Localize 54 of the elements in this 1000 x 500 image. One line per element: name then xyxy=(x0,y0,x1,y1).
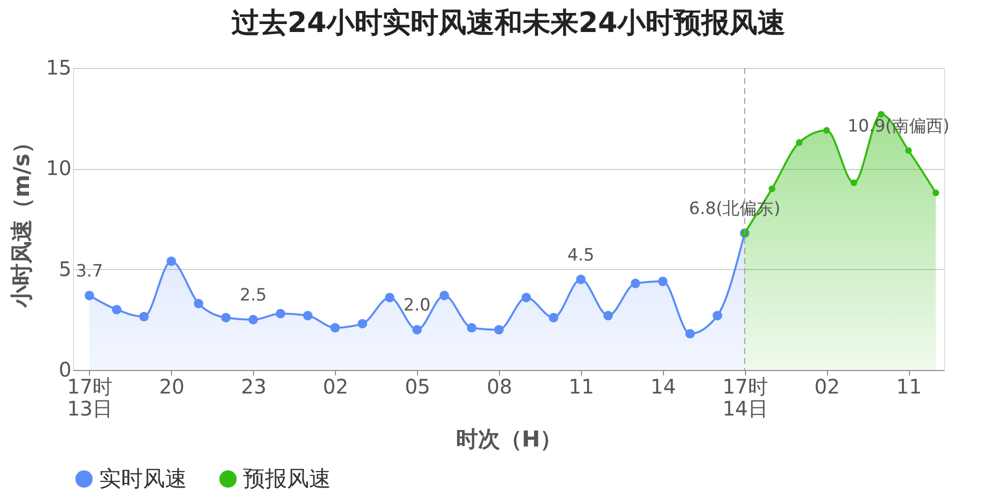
point xyxy=(712,310,722,320)
point xyxy=(440,290,450,300)
point xyxy=(603,310,613,320)
data-label: 4.5 xyxy=(567,245,594,266)
point xyxy=(548,312,558,322)
y-axis-title: 小时风速（m/s） xyxy=(10,131,36,309)
data-label: 2.0 xyxy=(404,296,431,316)
y-tick-label: 15 xyxy=(46,56,72,80)
point xyxy=(358,318,368,328)
point xyxy=(112,304,122,314)
x-axis-title: 时次（H） xyxy=(456,428,562,452)
point xyxy=(303,310,313,320)
point xyxy=(823,127,830,134)
point xyxy=(768,185,776,192)
x-tick-label: 20 xyxy=(159,374,185,398)
point xyxy=(796,139,803,146)
point xyxy=(221,312,231,322)
point xyxy=(384,292,394,302)
point xyxy=(166,256,176,266)
point xyxy=(139,312,149,322)
point xyxy=(905,147,912,154)
point xyxy=(630,278,640,288)
point xyxy=(878,110,885,118)
legend-label: 实时风速 xyxy=(99,467,187,492)
data-label: 2.5 xyxy=(240,286,267,306)
x-tick-label: 11 xyxy=(568,374,594,398)
x-tick-label: 05 xyxy=(404,374,430,398)
point xyxy=(576,274,586,284)
chart-title: 过去24小时实时风速和未来24小时预报风速 xyxy=(230,6,786,39)
x-tick-label: 17时 14日 xyxy=(722,374,768,420)
x-tick-label: 02 xyxy=(814,374,840,398)
x-tick-label: 11 xyxy=(896,374,922,398)
legend-label: 预报风速 xyxy=(243,467,331,492)
point xyxy=(522,292,531,302)
x-tick-label: 08 xyxy=(486,374,512,398)
point xyxy=(658,276,668,286)
point xyxy=(850,179,858,186)
point xyxy=(466,322,476,332)
point xyxy=(194,298,204,308)
data-label: 3.7 xyxy=(76,262,103,282)
point xyxy=(494,325,504,334)
x-tick-label: 14 xyxy=(650,374,676,398)
point xyxy=(248,314,258,324)
point xyxy=(84,290,94,300)
x-tick-label: 02 xyxy=(322,374,348,398)
x-tick-label: 17时 13日 xyxy=(67,374,113,420)
y-tick-label: 10 xyxy=(46,156,72,180)
point xyxy=(330,322,340,332)
point xyxy=(685,329,695,338)
y-tick-label: 5 xyxy=(58,256,72,281)
x-tick-label: 23 xyxy=(240,374,266,398)
point xyxy=(932,189,940,196)
point xyxy=(276,308,286,318)
point xyxy=(412,325,422,334)
